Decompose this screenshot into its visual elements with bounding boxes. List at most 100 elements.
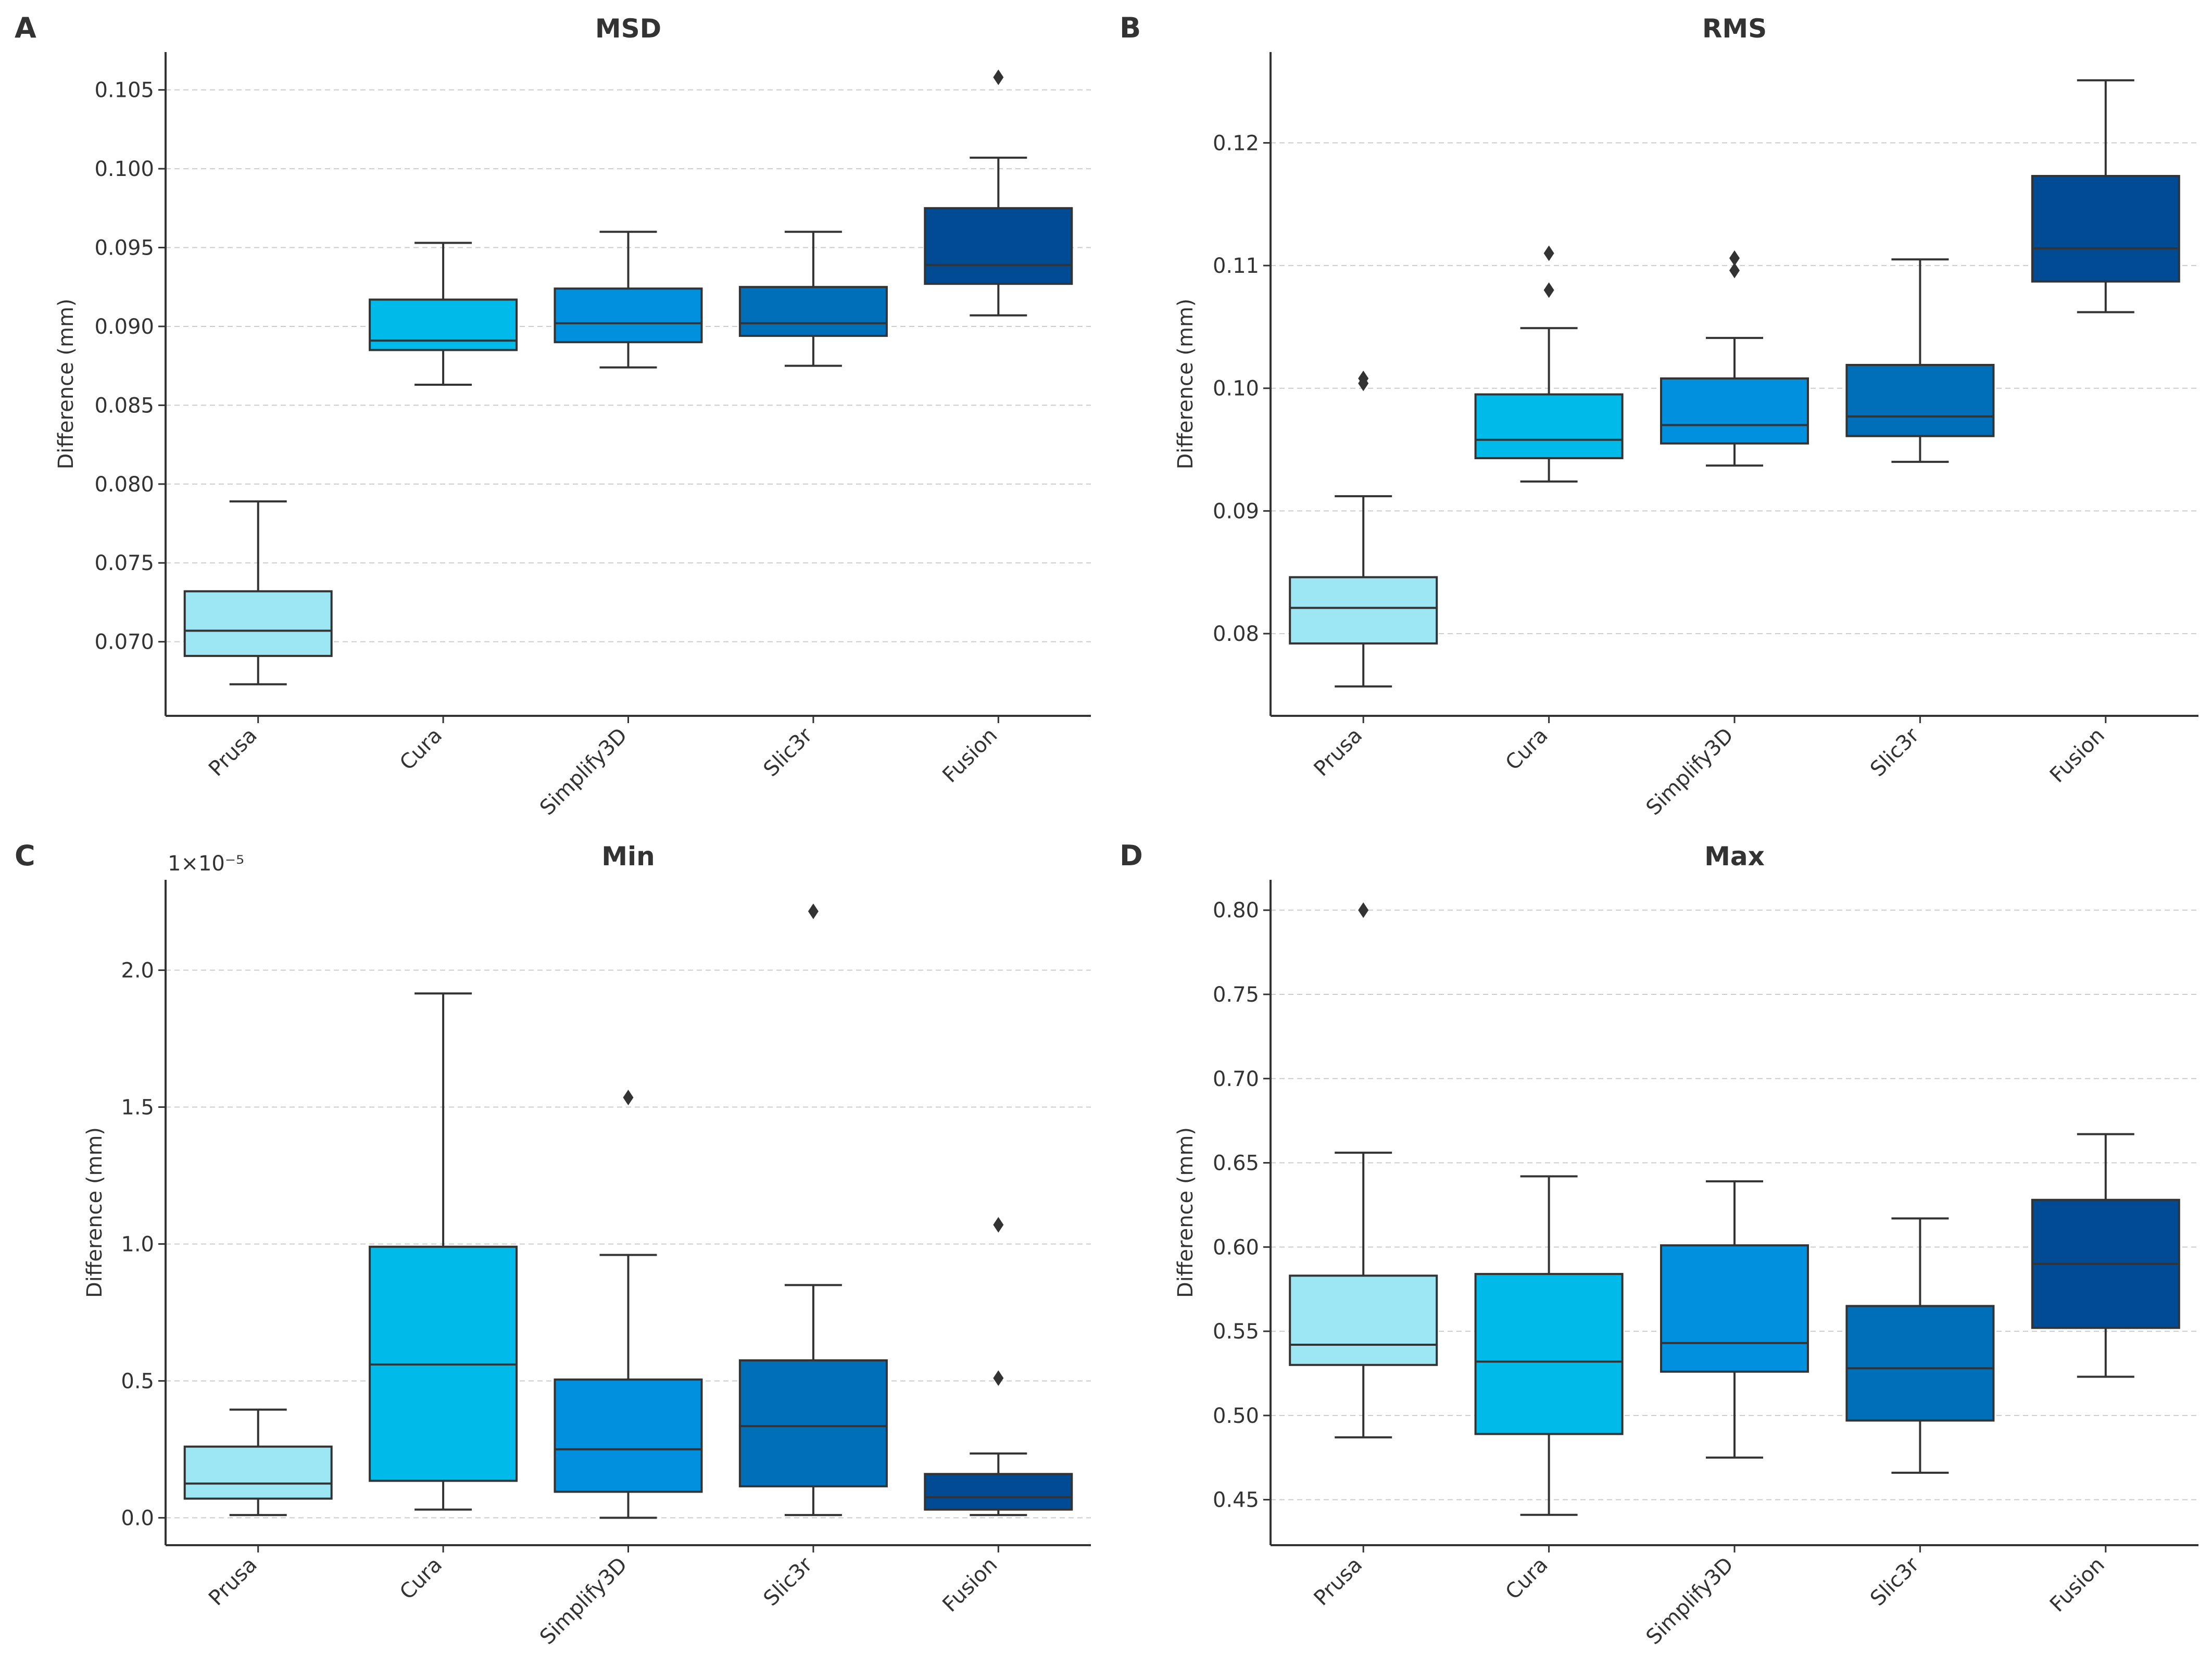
y-tick-label: 0.60 [1213,1235,1259,1259]
outlier-point [808,903,819,919]
y-axis-label: Difference (mm) [54,298,78,469]
box-iqr [1845,363,1995,437]
box-simplify3d [1660,1180,1809,1459]
y-axis-label: Difference (mm) [1174,298,1198,469]
box-iqr [1289,576,1438,645]
outlier-point [993,1217,1004,1233]
box-iqr [2031,175,2180,283]
y-tick-label: 0.11 [1213,254,1259,278]
x-tick-label: Fusion [938,724,1002,788]
y-tick-label: 1.5 [121,1096,154,1120]
x-tick-label: Slic3r [759,1552,818,1611]
y-tick-label: 0.75 [1213,983,1259,1007]
box-fusion [924,69,1073,317]
y-tick-label: 0.45 [1213,1488,1259,1512]
panel-letter: C [15,839,35,872]
x-tick-label: Simplify3D [1642,724,1739,820]
y-tick-label: 1.0 [121,1232,154,1256]
x-tick-label: Prusa [1310,1553,1367,1611]
box-cura [369,992,518,1511]
y-tick-label: 2.0 [121,959,154,983]
x-tick-label: Cura [395,1553,447,1605]
x-tick-label: Fusion [938,1553,1002,1617]
x-tick-label: Simplify3D [1642,1553,1739,1650]
x-tick-label: Prusa [204,1553,262,1611]
x-tick-label: Slic3r [1866,723,1924,781]
x-tick-label: Simplify3D [535,724,632,820]
box-iqr [738,286,888,337]
y-tick-label: 0.080 [94,473,154,497]
box-simplify3d [554,231,703,369]
y-tick-label: 0.50 [1213,1404,1259,1428]
y-tick-label: 0.12 [1213,131,1259,155]
box-prusa [1289,370,1438,688]
x-tick-label: Prusa [204,724,262,781]
y-tick-label: 0.55 [1213,1320,1259,1344]
x-tick-label: Fusion [2045,1553,2109,1617]
y-axis-label: Difference (mm) [1174,1127,1198,1298]
outlier-point [1729,250,1740,266]
x-tick-label: Cura [1501,1553,1552,1605]
y-tick-label: 0.095 [94,236,154,260]
y-tick-label: 0.105 [94,79,154,103]
box-iqr [924,1473,1073,1511]
panel-b: B RMS 0.08 0.09 0.10 0.11 0.12 Difference (mm) P… [1120,11,2198,820]
box-prusa [1289,902,1438,1438]
y-tick-label: 0.070 [94,630,154,654]
box-iqr [738,1359,888,1487]
y-tick-label: 0.10 [1213,377,1259,401]
outlier-point [1729,262,1740,279]
x-tick-label: Slic3r [759,723,818,781]
box-iqr [1660,377,1809,445]
y-tick-label: 0.085 [94,394,154,418]
x-tick-label: Slic3r [1866,1552,1924,1611]
box-cura [1474,245,1624,483]
y-tick-label: 0.075 [94,551,154,575]
outlier-point [993,1370,1004,1386]
box-iqr [1660,1244,1809,1373]
box-slic3r [738,903,888,1517]
box-iqr [1845,1305,1995,1422]
y-tick-label: 0.65 [1213,1152,1259,1176]
x-tick-label: Simplify3D [535,1553,632,1650]
box-slic3r [1845,258,1995,463]
outlier-point [1543,245,1554,261]
box-slic3r [738,231,888,367]
box-prusa [183,500,333,686]
panel-title: Min [601,841,655,872]
y-tick-label: 0.09 [1213,499,1259,523]
box-cura [369,242,518,386]
box-fusion [2031,79,2180,313]
y-tick-label: 0.0 [121,1506,154,1530]
panel-title: RMS [1702,14,1767,44]
box-slic3r [1845,1217,1995,1474]
y-tick-label: 0.100 [94,157,154,181]
box-iqr [924,207,1073,285]
y-offset-label: 1×10⁻⁵ [168,852,244,876]
box-fusion [924,1217,1073,1517]
box-cura [1474,1175,1624,1516]
box-simplify3d [554,1090,703,1519]
box-iqr [183,590,333,657]
box-prusa [183,1408,333,1517]
outlier-point [993,69,1004,85]
panel-d: D Max 0.45 0.50 0.55 0.60 0.65 0.70 0.75 0.80 Diff… [1120,839,2198,1649]
box-iqr [554,1378,703,1493]
y-tick-label: 0.08 [1213,622,1259,646]
panel-letter: B [1120,11,1141,44]
panel-a: A MSD 0.070 0.075 0.080 0.085 0.090 0.095 0.100 0… [15,11,1091,820]
x-tick-label: Cura [1501,724,1552,775]
box-iqr [1474,393,1624,460]
x-tick-label: Cura [395,724,447,775]
box-iqr [1289,1274,1438,1366]
y-tick-label: 0.70 [1213,1067,1259,1091]
panel-letter: D [1120,839,1143,872]
y-tick-label: 0.090 [94,315,154,339]
box-iqr [369,298,518,351]
panel-letter: A [15,11,36,44]
box-fusion [2031,1133,2180,1378]
y-tick-label: 0.80 [1213,899,1259,923]
box-iqr [183,1445,333,1500]
outlier-point [623,1090,634,1106]
